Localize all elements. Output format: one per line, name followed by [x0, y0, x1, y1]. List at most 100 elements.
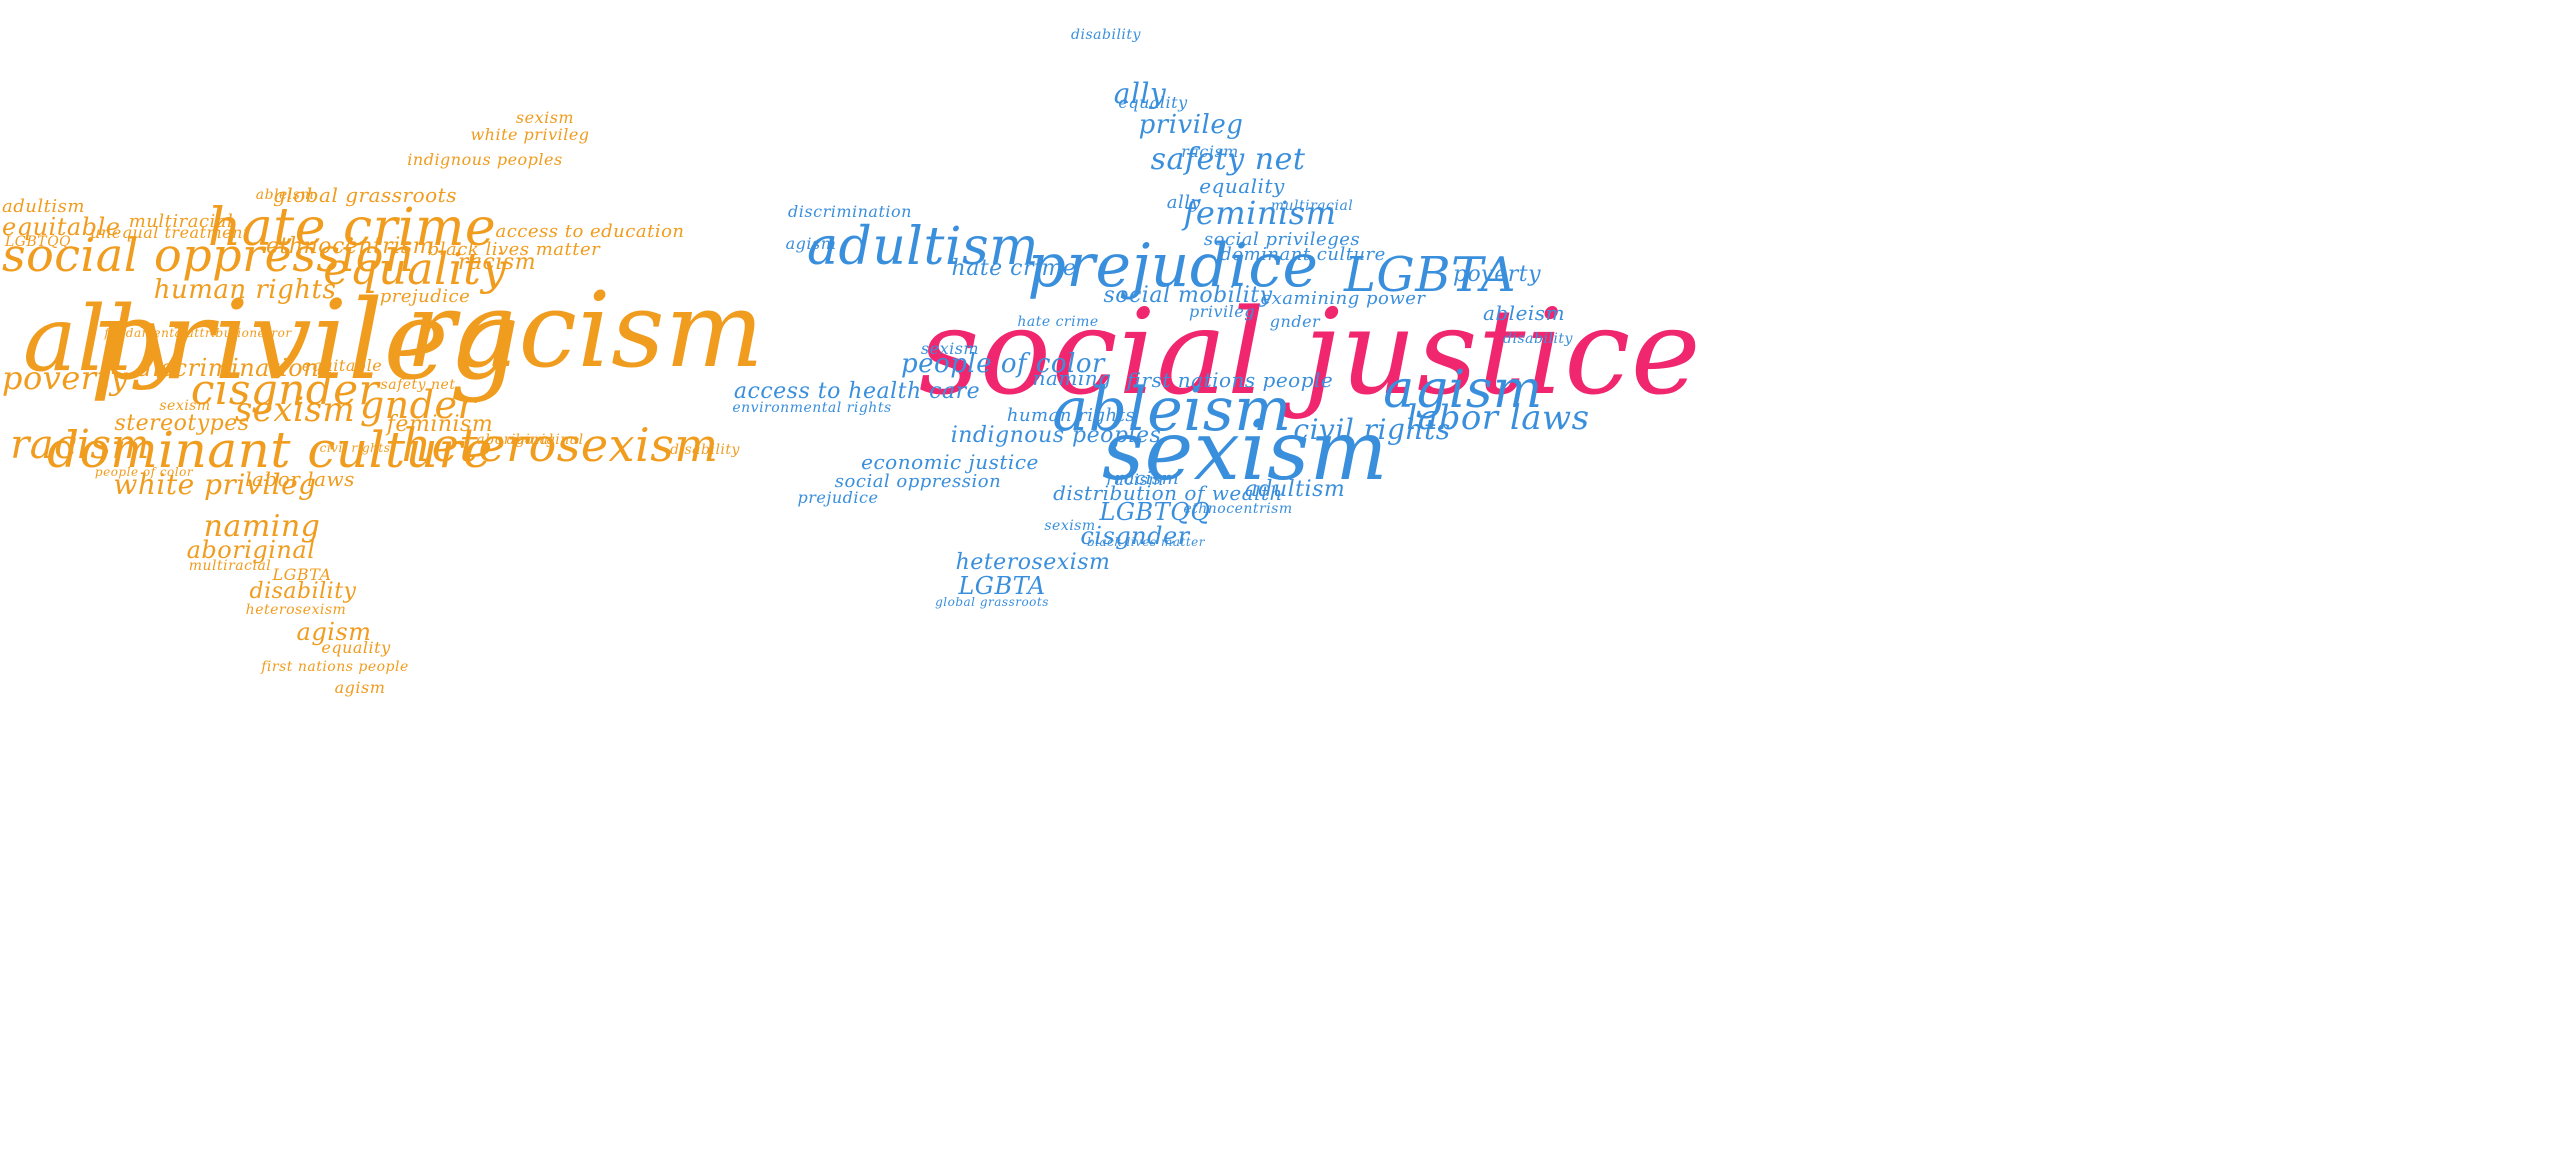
cloud-word: sexism	[920, 339, 980, 358]
cloud-word: environmental rights	[732, 400, 892, 416]
cloud-word: hate crime	[207, 198, 497, 258]
cloud-word: social oppression	[834, 471, 1002, 492]
cloud-word: stereotypes	[114, 411, 250, 436]
cloud-word: cisgnder	[190, 365, 380, 414]
cloud-word: global grassroots	[273, 183, 457, 207]
cloud-word: heterosexism	[245, 602, 347, 618]
cloud-word: equality	[323, 244, 507, 295]
cloud-word: sexism	[1102, 404, 1388, 499]
cloud-word: feminism	[386, 412, 494, 437]
cloud-word: naming	[1032, 366, 1112, 390]
cloud-word: fundamentalattributionerror	[104, 326, 292, 340]
cloud-word: people of color	[901, 349, 1105, 379]
cloud-word: agism	[1383, 360, 1543, 420]
cloud-word: distribution of wealth	[1053, 481, 1283, 505]
cloud-word: equality	[1199, 174, 1285, 198]
cloud-word: discrimination	[136, 354, 320, 382]
cloud-word: white privileg	[113, 468, 317, 501]
cloud-word: sexism	[1044, 518, 1096, 534]
cloud-word: aboriginal	[506, 432, 584, 448]
cloud-word: white privileg	[470, 125, 590, 144]
cloud-word: discrimination	[788, 202, 912, 221]
cloud-word: agism	[785, 234, 837, 253]
cloud-word: agism	[296, 618, 372, 646]
cloud-word: social privileges	[1203, 229, 1361, 250]
cloud-word: adultism	[1244, 477, 1346, 502]
cloud-word: gnder	[1269, 312, 1321, 331]
cloud-word: ethnocentrism	[1183, 501, 1293, 517]
cloud-word: feminism	[1183, 194, 1337, 232]
cloud-word: poverty	[1452, 262, 1542, 287]
cloud-word: civil rights	[1293, 413, 1451, 446]
cloud-word: privileg	[1189, 302, 1255, 321]
cloud-word: safety net	[1150, 142, 1306, 177]
cloud-word: aboriginal	[476, 432, 554, 448]
cloud-word: sexism	[234, 390, 356, 430]
cloud-word: ableism	[255, 187, 315, 203]
cloud-word: indignous peoples	[407, 150, 563, 169]
cloud-word: aboriginal	[186, 536, 316, 564]
cloud-word: sexism	[515, 108, 575, 127]
cloud-word: LGBTA	[1343, 247, 1517, 303]
cloud-word: racism	[457, 250, 537, 275]
cloud-word: examining power	[1260, 288, 1426, 309]
cloud-word: disability	[670, 442, 740, 458]
cloud-word: multiracial	[1270, 198, 1354, 214]
cloud-word: privileg	[89, 276, 521, 404]
cloud-word: ethnocentrism	[266, 234, 434, 259]
cloud-word: agism	[334, 678, 386, 697]
cloud-word: prejudice	[1027, 231, 1319, 301]
cloud-word: equality	[1118, 93, 1188, 112]
cloud-word: LGBTQQ	[1099, 498, 1211, 526]
cloud-word: hate crime	[1017, 314, 1099, 330]
cloud-word: labor laws	[1406, 398, 1590, 438]
cloud-word: hate crime	[951, 256, 1077, 281]
cloud-word: naming	[203, 509, 321, 544]
cloud-word: global grassroots	[935, 595, 1049, 609]
cloud-word: poverty	[2, 359, 129, 397]
cloud-word: sexism	[159, 398, 211, 414]
cloud-word: prejudice	[797, 488, 879, 507]
cloud-word: LGBTA	[272, 565, 332, 584]
cloud-word: human rights	[1006, 405, 1136, 426]
cloud-word: disability	[1503, 331, 1573, 347]
cloud-word: people of color	[94, 465, 194, 479]
cloud-word: ally	[1113, 77, 1167, 110]
cloud-word: multiracial	[128, 211, 234, 232]
cloud-word: first nations people	[261, 659, 409, 675]
cloud-word: LGBTA	[958, 572, 1046, 600]
cloud-word: human rights	[153, 275, 337, 305]
cloud-word: LGBTQQ	[4, 234, 72, 250]
cloud-word: access to health care	[733, 379, 981, 404]
cloud-word: indignous peoples	[950, 423, 1162, 448]
cloud-word: equitable	[301, 356, 383, 375]
cloud-word: racism	[1114, 468, 1180, 489]
cloud-word: privileg	[1138, 110, 1244, 140]
cloud-word: prejudice	[379, 286, 471, 307]
cloud-word: unequal treatment	[90, 223, 250, 242]
cloud-word: ableism	[1052, 375, 1292, 445]
cloud-word: social mobility	[1103, 283, 1273, 308]
cloud-word: ableism	[1482, 301, 1566, 325]
cloud-word: safety net	[380, 377, 456, 393]
cloud-word: racism	[10, 422, 150, 468]
cloud-word: multiracial	[188, 558, 272, 574]
cloud-word: gnder	[359, 383, 477, 427]
cloud-word: dominant culture	[1220, 244, 1386, 265]
cloud-word: black lives matter	[427, 239, 601, 260]
cloud-word: black lives matter	[1086, 535, 1206, 549]
cloud-word: ally	[22, 287, 188, 392]
cloud-word: equitable	[2, 213, 121, 241]
cloud-word: adultism	[807, 217, 1039, 277]
cloud-word: first nations people	[1126, 368, 1334, 392]
cloud-word: adultism	[2, 196, 85, 217]
cloud-word: economic justice	[861, 450, 1039, 474]
cloud-word: racism	[1181, 142, 1239, 161]
cloud-word-highlight: social justice	[918, 283, 1702, 421]
cloud-word: racism	[1106, 470, 1164, 489]
cloud-word: disability	[1071, 27, 1141, 43]
cloud-word: heterosexism	[401, 418, 719, 472]
cloud-word: cisgnder	[1080, 522, 1190, 550]
